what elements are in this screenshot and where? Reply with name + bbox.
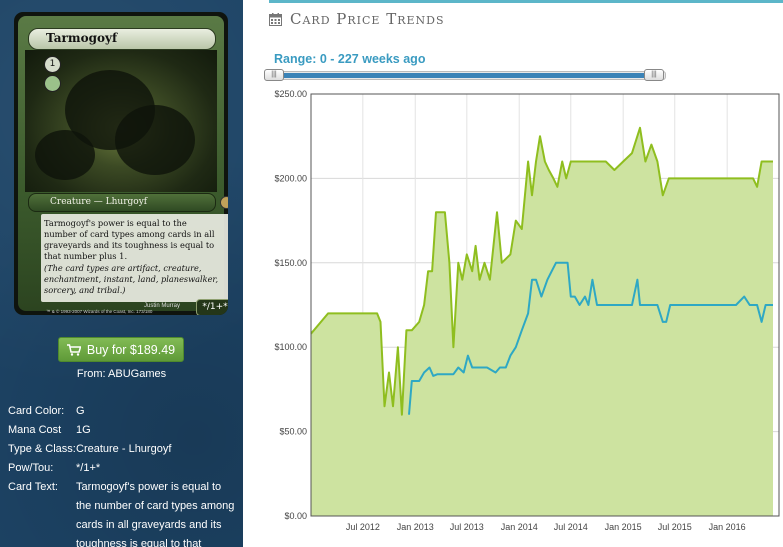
detail-row-card-text: Card Text: Tarmogoyf's power is equal to… <box>8 478 236 547</box>
detail-row-pow-tou: Pow/Tou: */1+* <box>8 459 236 478</box>
card-power-toughness: */1+* <box>196 299 228 315</box>
detail-value: G <box>76 405 85 417</box>
cart-icon <box>66 343 81 356</box>
range-slider-track[interactable] <box>268 71 666 80</box>
mana-symbol-generic: 1 <box>44 56 61 73</box>
detail-value: */1+* <box>76 462 101 474</box>
x-tick-label: Jul 2014 <box>554 522 588 532</box>
card-image: Tarmogoyf 1 Creature — Lhurgoyf Tarmogoy… <box>14 12 228 315</box>
chart-x-axis: Jul 2012 Jan 2013 Jul 2013 Jan 2014 Jul 2014… <box>346 522 746 532</box>
card-art <box>25 50 217 192</box>
chart-series <box>310 126 773 517</box>
chart-y-axis: $0.00 $50.00 $100.00 $150.00 $200.00 $250.00 <box>274 89 307 521</box>
x-tick-label: Jan 2013 <box>397 522 434 532</box>
series-line-0 <box>310 126 773 416</box>
card-type-line: Creature — Lhurgoyf <box>50 197 148 207</box>
series-line-1 <box>408 261 773 415</box>
detail-label: Pow/Tou: <box>8 462 54 474</box>
card-reminder-text: (The card types are artifact, creature, … <box>44 263 219 295</box>
buy-button-label: Buy for $189.49 <box>86 342 176 357</box>
detail-value: Creature - Lhurgoyf <box>76 443 172 455</box>
card-sidebar: Tarmogoyf 1 Creature — Lhurgoyf Tarmogoy… <box>0 0 243 547</box>
card-type-bar <box>28 193 216 212</box>
mana-symbol-green <box>44 75 61 92</box>
detail-label: Type & Class: <box>8 443 76 455</box>
detail-row-color: Card Color: G <box>8 402 236 421</box>
range-slider-handle-end[interactable]: ||| <box>644 69 664 81</box>
x-tick-label: Jan 2015 <box>605 522 642 532</box>
y-tick-label: $150.00 <box>274 258 307 268</box>
x-tick-label: Jul 2012 <box>346 522 380 532</box>
detail-label: Card Text: <box>8 481 58 493</box>
card-details: Card Color: G Mana Cost 1G Type & Class:… <box>8 402 236 547</box>
card-artist: Justin Murray <box>144 303 181 309</box>
x-tick-label: Jan 2014 <box>501 522 538 532</box>
card-title-bar <box>28 28 216 50</box>
plot-border <box>310 93 780 517</box>
range-label: Range: 0 - 227 weeks ago <box>274 52 426 66</box>
y-tick-label: $200.00 <box>274 173 307 183</box>
panel-title: Card Price Trends <box>290 10 445 28</box>
panel-top-accent <box>269 0 783 3</box>
price-chart: $0.00$50.00$100.00$150.00$200.00$250.00 … <box>274 89 780 532</box>
detail-value: 1G <box>76 424 91 436</box>
x-tick-label: Jan 2016 <box>709 522 746 532</box>
buy-button[interactable]: Buy for $189.49 <box>58 337 184 362</box>
detail-value: Tarmogoyf's power is equal to the number… <box>76 481 235 547</box>
card-name: Tarmogoyf <box>46 31 118 45</box>
y-tick-label: $50.00 <box>279 427 307 437</box>
detail-row-mana-cost: Mana Cost 1G <box>8 421 236 440</box>
range-slider-handle-start[interactable]: ||| <box>264 69 284 81</box>
y-tick-label: $250.00 <box>274 89 307 99</box>
card-rules-text: Tarmogoyf's power is equal to the number… <box>44 218 215 261</box>
y-tick-label: $100.00 <box>274 342 307 352</box>
buy-vendor: From: ABUGames <box>76 368 167 380</box>
detail-row-type: Type & Class: Creature - Lhurgoyf <box>8 440 236 459</box>
detail-label: Mana Cost <box>8 424 62 436</box>
card-textbox <box>41 214 228 302</box>
y-tick-label: $0.00 <box>284 511 307 521</box>
x-tick-label: Jul 2015 <box>658 522 692 532</box>
set-symbol-icon <box>220 196 228 209</box>
panel-header: Card Price Trends <box>269 10 445 28</box>
calendar-icon <box>269 12 282 26</box>
range-slider-selection <box>271 73 656 78</box>
series-area-fill <box>311 127 773 517</box>
card-copyright: ™ & © 1993-2007 Wizards of the Coast, In… <box>46 309 153 314</box>
detail-label: Card Color: <box>8 405 65 417</box>
x-tick-label: Jul 2013 <box>450 522 484 532</box>
